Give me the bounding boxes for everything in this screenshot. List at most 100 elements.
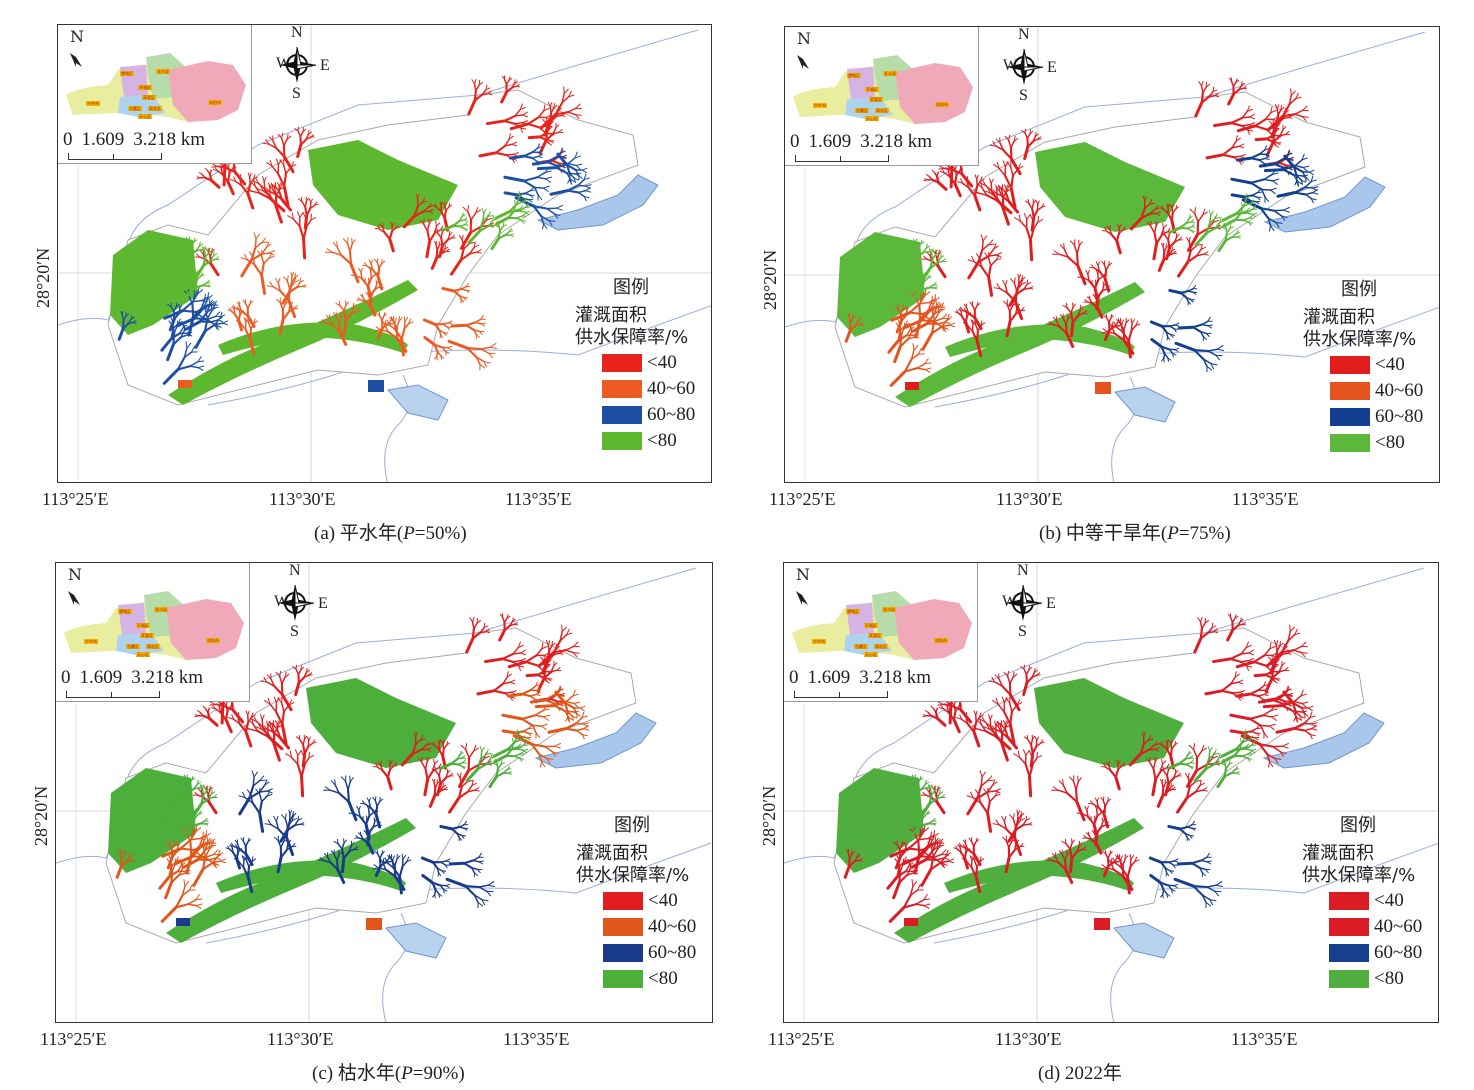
canal-branch [266,793,273,797]
canal-branch [1032,199,1037,204]
canal-branch [493,754,508,764]
canal-branch [1301,652,1306,658]
canal-branch [978,788,982,796]
canal-branch [565,695,574,703]
canal-branch [171,320,175,329]
canal-branch [1094,283,1097,290]
canal-branch [1004,720,1008,725]
canal-branch [948,701,953,725]
canal-branch [178,872,187,876]
canal-branch [485,631,491,634]
canal-branch [122,315,127,322]
canal-branch [276,182,280,187]
canal-branch [195,898,203,901]
canal-branch [535,648,543,657]
canal-branch [1104,800,1109,807]
canal-branch [933,312,940,322]
canal-branch [553,745,561,749]
canal-branch [995,254,1000,261]
canal-branch [1024,762,1031,778]
canal-branch [430,256,439,270]
canal-branch [1051,859,1060,864]
canal-branch [266,674,272,680]
canal-branch [567,179,571,184]
canal-branch [264,823,272,826]
canal-branch [162,254,168,259]
canal-branch [1012,300,1015,306]
canal-branch [1231,617,1236,624]
canal-branch [252,723,259,732]
canal-branch [1264,673,1273,679]
canal-branch [972,721,978,733]
canal-branch [168,264,173,278]
canal-branch [208,857,217,861]
canal-branch [415,739,422,746]
canal-branch [1200,243,1203,250]
canal-branch [285,753,292,758]
scale-bar [68,153,162,160]
canal-branch [278,182,282,187]
canal-branch [388,237,395,253]
canal-branch [196,270,199,275]
canal-branch [1241,731,1251,738]
canal-branch [372,824,379,828]
canal-branch [1200,856,1208,862]
legend-title: 图例 [1341,279,1377,300]
canal-branch [391,222,395,227]
canal-branch [935,249,938,255]
canal-branch [907,838,920,850]
canal-branch [177,251,184,261]
canal-branch [1240,154,1246,157]
legend-swatch [1330,356,1370,374]
scale-bar [66,691,160,698]
legend-item: 40~60 [1330,380,1423,401]
canal-branch [200,303,210,309]
canal-branch [511,737,515,744]
canal-branch [536,166,558,171]
canal-branch [1197,214,1204,223]
canal-branch [908,302,921,314]
canal-branch [165,245,171,256]
canal-branch [281,310,290,321]
canal-branch [473,244,480,248]
canal-branch [899,844,904,851]
district-label: 望城区 [847,73,861,78]
canal-branch [536,664,544,671]
canal-branch [575,716,583,725]
canal-branch [233,176,237,182]
canal-branch [300,763,306,778]
canal-branch [1191,226,1196,228]
canal-branch [1191,326,1202,333]
canal-branch [193,306,205,320]
canal-branch [260,262,265,277]
canal-branch [917,832,922,843]
canal-branch [462,762,467,764]
canal-branch [292,665,297,670]
canal-branch [1251,205,1257,210]
canal-branch [159,780,166,786]
canal-branch [992,823,1000,826]
canal-branch [511,746,519,750]
canal-branch [486,890,492,897]
canal-branch [1162,782,1166,789]
canal-branch [251,856,254,862]
canal-branch [1161,231,1169,236]
canal-branch [1251,212,1258,215]
canal-branch [894,277,900,297]
canal-branch [1108,317,1112,324]
canal-branch [889,256,895,261]
canal-branch [1214,95,1220,98]
canal-branch [286,280,291,290]
canal-branch [467,99,477,116]
canal-branch [898,257,904,262]
canal-branch [439,824,454,831]
legend-label: <40 [648,890,678,911]
canal-branch [546,160,557,167]
canal-branch [463,827,468,831]
canal-branch [497,229,502,240]
canal-branch [583,195,590,199]
canal-branch [902,894,912,909]
canal-branch [381,851,385,855]
canal-branch [463,821,467,826]
canal-branch [359,817,364,821]
